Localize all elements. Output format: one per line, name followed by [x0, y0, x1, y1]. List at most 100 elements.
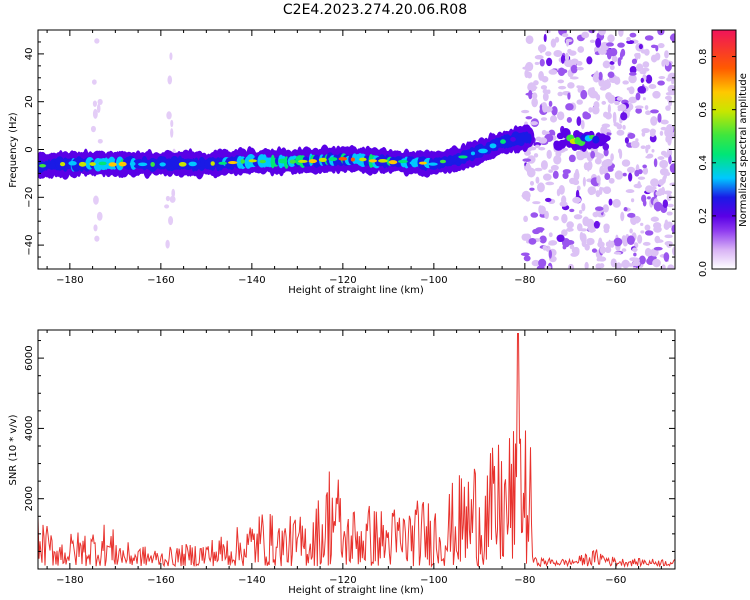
snr-xtick-label: −60	[605, 575, 626, 586]
spectrogram-noise	[538, 70, 544, 81]
ridge-core	[418, 161, 427, 165]
spectrogram-noise	[613, 237, 623, 247]
spectrogram-noise	[625, 189, 635, 194]
spectrogram-noise	[538, 258, 547, 268]
spectrogram-noise	[653, 158, 658, 168]
spectrogram-noise	[568, 177, 577, 185]
spectrogram-ytick-label: 40	[24, 48, 35, 61]
spectrogram-xtick-label: −60	[605, 275, 626, 286]
ridge-core	[298, 159, 308, 163]
spectrogram-noise	[664, 234, 673, 239]
spectrogram-noise	[639, 70, 647, 75]
spectrogram-noise	[599, 165, 605, 175]
ridge-core	[478, 148, 488, 154]
spectrogram-noise	[622, 80, 629, 85]
spectrogram-speckle	[170, 128, 174, 138]
ridge-core	[228, 161, 238, 165]
spectrogram-noise	[564, 52, 570, 63]
spectrogram-noise	[562, 69, 568, 74]
spectrogram-xtick-label: −140	[238, 275, 265, 286]
spectrogram-noise	[602, 186, 612, 194]
spectrogram-noise	[640, 77, 644, 83]
spectrogram-noise	[567, 82, 575, 89]
ridge-core	[59, 161, 66, 167]
spectrogram-noise	[633, 257, 640, 264]
spectrogram-noise	[588, 107, 593, 113]
chart-title: C2E4.2023.274.20.06.R08	[282, 2, 468, 18]
spectrogram-noise	[561, 33, 569, 38]
spectrogram-noise	[642, 164, 647, 169]
spectrogram-noise	[595, 153, 605, 159]
spectrogram-noise	[645, 145, 649, 154]
ridge-core	[489, 143, 497, 149]
spectrogram-noise	[614, 170, 624, 180]
spectrogram-noise	[550, 38, 557, 48]
spectrogram-noise	[545, 51, 552, 57]
snr-xtick-label: −160	[147, 575, 174, 586]
spectrogram-noise	[539, 205, 546, 215]
spectrogram-noise	[622, 172, 627, 177]
spectrogram-noise	[618, 263, 624, 267]
spectrogram-noise	[657, 113, 662, 123]
snr-xtick-label: −100	[420, 575, 447, 586]
spectrogram-noise	[561, 213, 568, 224]
spectrogram-noise	[566, 227, 574, 232]
snr-axes: −180 −160 −140 −120 −100 −80 −60 2000 4000 6000	[24, 330, 675, 586]
spectrogram-noise	[652, 222, 662, 229]
spectrogram-noise	[523, 215, 529, 223]
ridge-core	[170, 160, 175, 166]
spectrogram-noise	[663, 190, 673, 195]
spectrogram-noise	[669, 33, 675, 42]
spectrogram-noise	[628, 86, 635, 95]
spectrogram-noise	[604, 172, 611, 181]
spectrogram-noise	[521, 233, 529, 241]
spectrogram-noise	[638, 44, 643, 50]
spectrogram-noise	[541, 129, 547, 136]
spectrogram-noise	[637, 176, 646, 180]
snr-ylabel: SNR (10 * v/v)	[8, 414, 19, 485]
spectrogram-noise	[629, 228, 633, 234]
spectrogram-noise	[549, 115, 558, 123]
spectrogram-noise	[552, 170, 559, 179]
spectrogram-noise	[602, 204, 609, 213]
spectrogram-noise	[556, 111, 565, 121]
spectrogram-noise	[645, 185, 654, 193]
spectrogram-noise	[637, 86, 647, 94]
ridge-core	[259, 159, 266, 164]
spectrogram-speckle	[166, 111, 172, 120]
spectrogram-noise	[542, 89, 549, 94]
ridge-core	[470, 151, 476, 156]
spectrogram-noise	[665, 105, 671, 111]
spectrogram-noise	[586, 56, 593, 65]
spectrogram-noise	[661, 264, 666, 269]
spectrogram-noise	[660, 126, 667, 131]
spectrogram-noise	[628, 172, 633, 182]
spectrogram-xtick-label: −120	[329, 275, 356, 286]
spectrogram-noise	[631, 58, 638, 65]
spectrogram-noise	[607, 71, 615, 78]
spectrogram-noise	[630, 198, 635, 203]
spectrogram-noise	[529, 85, 538, 90]
spectrogram-noise	[576, 185, 581, 191]
spectrogram-noise	[588, 30, 596, 34]
spectrogram-xtick-label: −180	[56, 275, 83, 286]
spectrogram-noise	[650, 44, 657, 49]
spectrogram-noise	[621, 235, 627, 245]
spectrogram-noise	[534, 144, 541, 149]
spectrogram-noise	[634, 169, 640, 177]
spectrogram-noise	[644, 224, 651, 231]
spectrogram-noise	[663, 153, 670, 158]
spectrogram-noise	[571, 247, 580, 255]
spectrogram-noise	[546, 149, 552, 159]
spectrogram-noise	[550, 164, 559, 171]
spectrogram-speckle	[168, 215, 174, 226]
spectrogram-noise	[642, 97, 646, 101]
spectrogram-noise	[567, 48, 572, 54]
spectrogram-noise	[624, 137, 630, 144]
spectrogram-noise	[582, 112, 592, 120]
spectrogram-noise	[535, 227, 545, 232]
spectrogram-noise	[629, 32, 637, 38]
spectrogram-noise	[531, 97, 538, 108]
spectrogram-noise	[574, 168, 579, 178]
